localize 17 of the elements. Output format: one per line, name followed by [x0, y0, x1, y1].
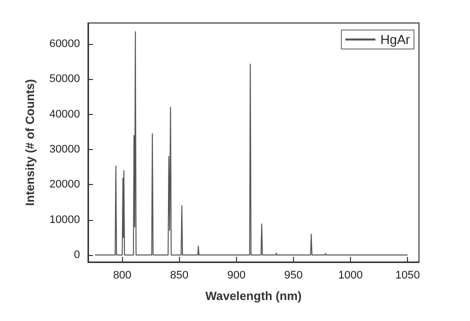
y-axis-title: Intensity (# of Counts): [23, 79, 37, 206]
legend-label: HgAr: [380, 32, 411, 47]
y-tick-label: 20000: [49, 178, 80, 191]
x-tick-label: 950: [284, 270, 303, 282]
y-tick-label: 10000: [49, 214, 80, 226]
x-tick-label: 800: [113, 270, 132, 282]
x-tick-label: 1000: [338, 270, 363, 282]
x-tick-label: 900: [227, 270, 246, 282]
y-tick-label: 40000: [49, 108, 80, 120]
x-tick-label: 1050: [395, 270, 420, 282]
y-tick-label: 60000: [49, 38, 80, 50]
line-series: [94, 31, 408, 256]
y-tick-label: 30000: [49, 144, 80, 156]
x-axis-title: Wavelength (nm): [205, 289, 302, 303]
x-tick-label: 850: [170, 270, 188, 282]
y-tick-label: 0: [74, 248, 80, 261]
y-tick-label: 50000: [49, 73, 80, 86]
